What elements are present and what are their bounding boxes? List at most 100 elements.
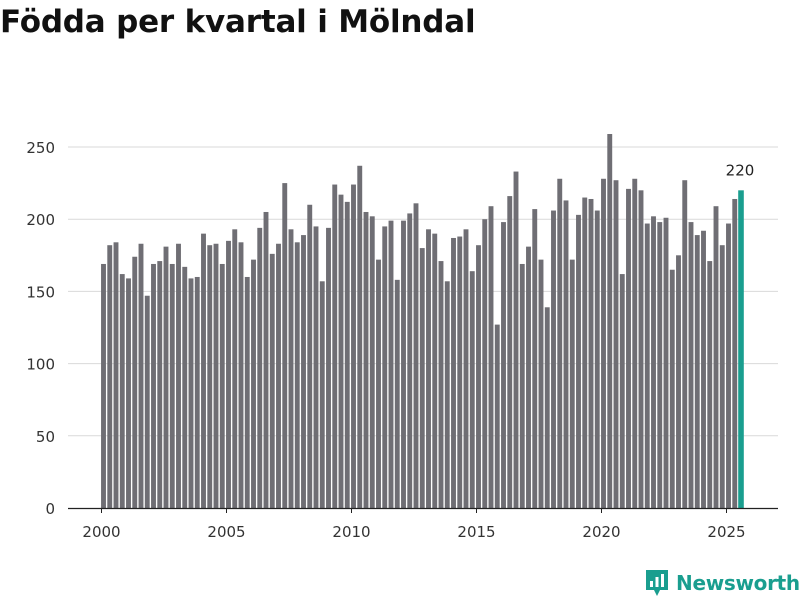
bar (638, 190, 644, 508)
bar (526, 246, 531, 509)
x-tick-label: 2025 (707, 523, 745, 541)
bar (313, 226, 319, 509)
bar (557, 178, 563, 508)
bar (657, 222, 663, 508)
bar (132, 256, 138, 508)
bar (457, 236, 463, 508)
bar (338, 194, 344, 509)
bar (669, 269, 675, 508)
bar (201, 233, 206, 508)
bar (438, 261, 444, 508)
x-tick-label: 2000 (82, 523, 120, 541)
bar (363, 211, 369, 509)
bar (276, 243, 281, 509)
bar (713, 206, 719, 509)
bar (219, 263, 225, 508)
bar (644, 223, 650, 509)
bar (519, 263, 525, 508)
bar (144, 295, 150, 508)
bar (469, 271, 475, 508)
bar (451, 237, 456, 509)
bar (444, 281, 450, 508)
brand-name: Newsworthy (676, 571, 800, 595)
x-tick-labels: 2000 2005 2010 2015 2020 2025 (82, 508, 746, 541)
bar (513, 171, 519, 508)
bar (501, 222, 506, 508)
bar (701, 230, 706, 508)
bar (101, 263, 106, 508)
y-tick-label: 50 (36, 428, 55, 446)
bar (232, 229, 238, 509)
bar (576, 214, 581, 509)
bar (301, 235, 306, 509)
bar (651, 216, 656, 508)
x-tick-label: 2020 (582, 523, 620, 541)
bar (288, 229, 294, 509)
bar (188, 278, 194, 508)
bar (244, 276, 250, 508)
y-tick-labels: 0 50 100 150 200 250 (26, 139, 55, 518)
bar (601, 178, 606, 508)
bar (107, 245, 113, 508)
bar (544, 307, 550, 508)
bar (482, 219, 488, 508)
bar (126, 278, 131, 508)
bar (607, 134, 613, 508)
bar (382, 226, 388, 509)
last-value-label: 220 (726, 161, 755, 179)
x-tick-label: 2010 (332, 523, 370, 541)
x-tick-label: 2005 (207, 523, 245, 541)
bar (169, 263, 175, 508)
bar (319, 281, 325, 508)
bars (101, 134, 744, 509)
bar (488, 206, 494, 509)
bar (476, 245, 481, 508)
bar (663, 217, 669, 509)
bar (582, 197, 588, 509)
bar (726, 223, 731, 509)
y-tick-label: 100 (26, 356, 55, 374)
bar (676, 255, 681, 508)
bar (426, 229, 431, 509)
y-tick-label: 0 (45, 500, 55, 518)
bar (688, 222, 694, 508)
newsworthy-logo: Newsworthy (644, 568, 800, 598)
bar (351, 184, 356, 508)
bar (419, 248, 425, 508)
bar (213, 243, 219, 509)
bar (538, 259, 544, 508)
bar (263, 211, 269, 509)
bar (113, 242, 119, 508)
bar (376, 259, 381, 508)
bar (269, 253, 275, 508)
bar (332, 184, 338, 508)
bar (694, 235, 700, 509)
y-tick-label: 200 (26, 211, 55, 229)
bar (163, 246, 169, 509)
bar (226, 240, 231, 509)
bar (619, 274, 625, 508)
bar (388, 220, 394, 509)
bar (682, 180, 688, 508)
bar (569, 259, 575, 508)
bar (176, 243, 181, 509)
x-tick-label: 2015 (457, 523, 495, 541)
bar (157, 261, 163, 508)
bar (369, 216, 375, 508)
bar (119, 274, 125, 508)
bar (257, 227, 263, 508)
bar (394, 279, 400, 508)
bar (413, 203, 419, 509)
y-tick-label: 150 (26, 283, 55, 301)
bar (563, 200, 569, 509)
bar (344, 201, 350, 508)
bar (632, 178, 638, 508)
bar (182, 266, 188, 508)
bar (532, 209, 538, 509)
bar (282, 183, 288, 508)
bar (194, 276, 200, 508)
bar (138, 243, 144, 509)
data-labels: 220 (726, 161, 755, 179)
bar (294, 242, 300, 508)
bar (207, 245, 213, 508)
